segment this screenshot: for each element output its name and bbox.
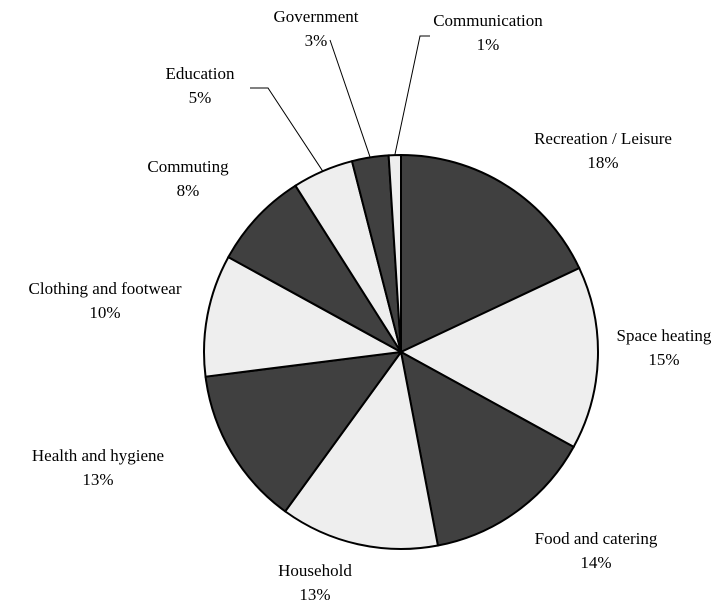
pie-slice: [204, 350, 404, 513]
pie-slice: [227, 184, 402, 353]
slice-value-label: 13%: [82, 470, 113, 489]
slice-label: Household: [278, 561, 352, 580]
slice-value-label: 15%: [648, 350, 679, 369]
slice-value-label: 13%: [299, 585, 330, 604]
slice-value-label: 8%: [177, 181, 200, 200]
slice-value-label: 10%: [89, 303, 120, 322]
slice-label: Education: [166, 64, 235, 83]
slice-value-label: 5%: [189, 88, 212, 107]
leader-line: [329, 39, 371, 158]
slice-label: Space heating: [617, 326, 712, 345]
slice-label: Government: [274, 7, 359, 26]
pie-slice: [203, 255, 405, 378]
slice-value-label: 14%: [580, 553, 611, 572]
slice-label: Recreation / Leisure: [534, 129, 672, 148]
leader-line: [250, 87, 324, 172]
slice-label: Food and catering: [535, 529, 658, 548]
slice-label: Health and hygiene: [32, 446, 164, 465]
slice-value-label: 3%: [305, 31, 328, 50]
pie-slice: [387, 153, 402, 353]
slice-label: Clothing and footwear: [29, 279, 182, 298]
pie-slice: [400, 153, 581, 354]
slice-label: Communication: [433, 11, 543, 30]
pie-slice: [283, 349, 440, 550]
slice-label: Commuting: [147, 157, 229, 176]
slice-value-label: 1%: [477, 35, 500, 54]
pie-slice: [399, 350, 575, 547]
leader-line: [394, 35, 430, 156]
pie-slice: [398, 266, 599, 449]
slice-value-label: 18%: [587, 153, 618, 172]
